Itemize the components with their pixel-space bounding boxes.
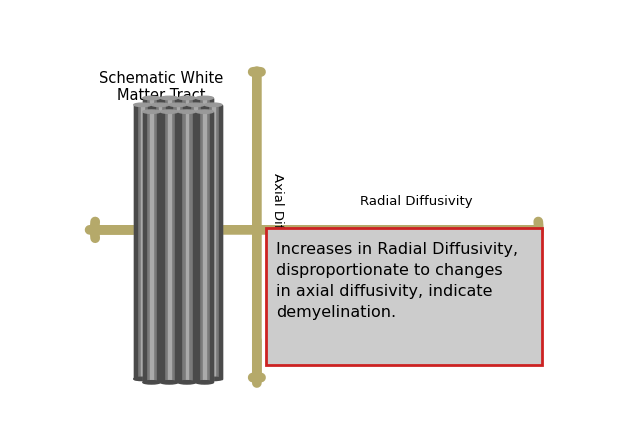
Bar [196, 112, 199, 382]
Ellipse shape [143, 374, 160, 377]
Ellipse shape [161, 110, 178, 113]
Ellipse shape [143, 380, 160, 384]
Bar [203, 112, 206, 382]
Bar [157, 98, 160, 376]
Bar [179, 112, 181, 382]
Ellipse shape [143, 96, 160, 100]
Ellipse shape [179, 110, 195, 113]
Bar [150, 112, 153, 382]
Bar [179, 98, 195, 376]
Ellipse shape [169, 103, 187, 106]
Ellipse shape [196, 110, 213, 113]
Ellipse shape [179, 374, 195, 377]
Bar [143, 98, 146, 376]
Bar [210, 98, 213, 376]
Text: Axial Diffusivity: Axial Diffusivity [271, 173, 284, 277]
Bar [175, 98, 178, 376]
Ellipse shape [133, 377, 151, 380]
Bar [143, 112, 146, 382]
Bar [203, 98, 206, 376]
Bar [205, 105, 208, 379]
Ellipse shape [205, 377, 222, 380]
Ellipse shape [169, 377, 187, 380]
Bar [169, 105, 187, 379]
Bar [141, 105, 143, 379]
Bar [168, 112, 171, 382]
Ellipse shape [133, 103, 151, 106]
Bar [150, 98, 153, 376]
Bar [193, 98, 195, 376]
Bar [143, 98, 160, 376]
Bar [194, 105, 197, 379]
FancyBboxPatch shape [266, 228, 542, 365]
Bar [148, 105, 151, 379]
Bar [193, 112, 195, 382]
Bar [210, 112, 213, 382]
Bar [187, 105, 190, 379]
Ellipse shape [161, 380, 178, 384]
Bar [212, 105, 214, 379]
Bar [166, 105, 169, 379]
Ellipse shape [187, 103, 204, 106]
Ellipse shape [161, 374, 178, 377]
Ellipse shape [143, 110, 160, 113]
Bar [185, 98, 188, 376]
Bar [133, 105, 137, 379]
Bar [161, 98, 164, 376]
Bar [157, 112, 160, 382]
Ellipse shape [161, 96, 178, 100]
Bar [169, 105, 172, 379]
Bar [159, 105, 161, 379]
Bar [161, 98, 178, 376]
Bar [179, 112, 195, 382]
Bar [168, 98, 171, 376]
Bar [161, 112, 178, 382]
Bar [143, 112, 160, 382]
Text: Radial Diffusivity: Radial Diffusivity [360, 194, 472, 207]
Bar [196, 112, 213, 382]
Bar [175, 112, 178, 382]
Bar [185, 112, 188, 382]
Ellipse shape [151, 377, 169, 380]
Ellipse shape [179, 96, 195, 100]
Bar [151, 105, 154, 379]
Bar [219, 105, 222, 379]
Ellipse shape [179, 380, 195, 384]
Ellipse shape [196, 374, 213, 377]
Bar [196, 98, 213, 376]
Text: Schematic White
Matter Tract: Schematic White Matter Tract [99, 70, 223, 103]
Bar [184, 105, 187, 379]
Ellipse shape [196, 380, 213, 384]
Ellipse shape [205, 103, 222, 106]
Bar [179, 98, 181, 376]
Bar [177, 105, 179, 379]
Bar [196, 98, 199, 376]
Bar [161, 112, 164, 382]
Bar [201, 105, 204, 379]
Bar [205, 105, 222, 379]
Bar [187, 105, 204, 379]
Ellipse shape [196, 96, 213, 100]
Bar [133, 105, 151, 379]
Ellipse shape [151, 103, 169, 106]
Text: Increases in Radial Diffusivity,
disproportionate to changes
in axial diffusivit: Increases in Radial Diffusivity, disprop… [276, 242, 518, 320]
Bar [151, 105, 169, 379]
Ellipse shape [187, 377, 204, 380]
